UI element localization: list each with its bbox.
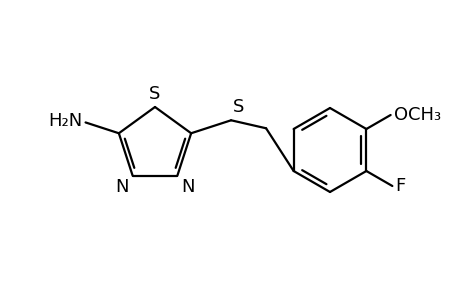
Text: H₂N: H₂N bbox=[48, 112, 83, 130]
Text: S: S bbox=[149, 85, 160, 103]
Text: F: F bbox=[394, 177, 405, 195]
Text: N: N bbox=[181, 178, 195, 196]
Text: N: N bbox=[115, 178, 129, 196]
Text: O: O bbox=[393, 106, 407, 124]
Text: CH₃: CH₃ bbox=[407, 106, 440, 124]
Text: S: S bbox=[233, 98, 244, 116]
